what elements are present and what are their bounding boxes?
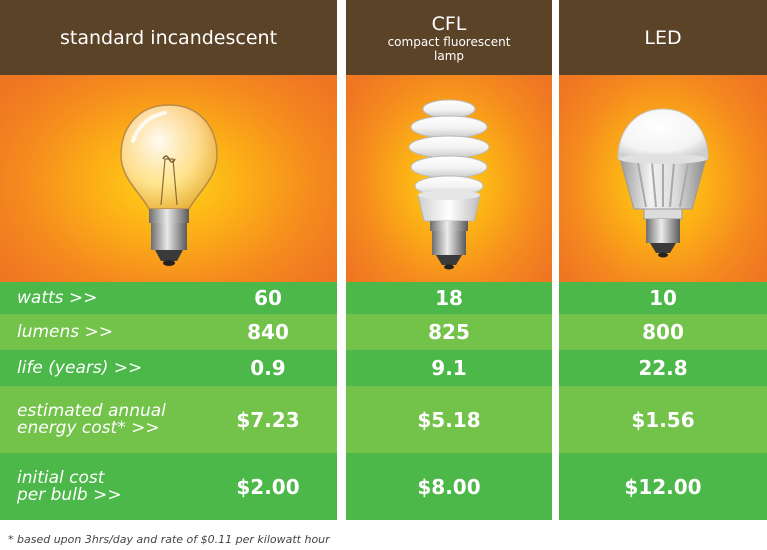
value-cell: 60 [254,286,282,310]
row-label-line: energy cost* >> [17,417,160,438]
value-cell: 22.8 [638,356,688,380]
row-lumens: 800 [559,314,767,350]
row-initial-cost: $12.00 [559,453,767,520]
value-cell: $8.00 [417,474,481,499]
value-cell: $12.00 [624,474,702,499]
value-cell: $2.00 [236,474,300,499]
incandescent-bulb-icon [119,104,218,266]
bulb-image-area [559,75,767,282]
row-life: 9.1 [346,350,552,386]
column-header: standard incandescent [0,0,337,75]
row-initial-cost: initial cost per bulb >> $2.00 [0,453,337,520]
row-initial-cost: $8.00 [346,453,552,520]
row-lumens: 825 [346,314,552,350]
column-header: LED [559,0,767,75]
row-label-line: initial cost [17,467,105,488]
row-annual-cost: $1.56 [559,386,767,453]
row-watts: 18 [346,282,552,314]
column-header: CFL compact fluorescent lamp [346,0,552,75]
footnote: * based upon 3hrs/day and rate of $0.11 … [8,533,330,546]
column-led: LED [559,0,767,520]
column-title: LED [644,26,682,49]
led-bulb-icon [617,108,709,258]
value-cell: 0.9 [250,356,286,380]
row-label: lumens >> [17,321,114,342]
column-incandescent: standard incandescent [0,0,337,520]
cfl-bulb-icon [408,99,490,270]
column-cfl: CFL compact fluorescent lamp [346,0,552,520]
value-cell: 840 [247,320,289,344]
bulb-image-area [346,75,552,282]
value-cell: $5.18 [417,407,481,432]
bulb-image-area [0,75,337,282]
row-label-line: estimated annual [17,400,166,421]
row-label-line: per bulb >> [17,484,122,505]
row-watts: 10 [559,282,767,314]
row-label: life (years) >> [17,357,143,378]
column-title: CFL [431,12,467,35]
value-cell: 800 [642,320,684,344]
value-cell: 9.1 [431,356,467,380]
value-cell: 825 [428,320,470,344]
row-label: initial cost per bulb >> [17,453,217,520]
value-cell: 18 [435,286,463,310]
row-life: 22.8 [559,350,767,386]
row-life: life (years) >> 0.9 [0,350,337,386]
row-label: watts >> [17,287,98,308]
row-label: estimated annual energy cost* >> [17,386,217,453]
value-cell: $7.23 [236,407,300,432]
row-annual-cost: $5.18 [346,386,552,453]
column-subtitle: compact fluorescent lamp [387,34,511,63]
row-lumens: lumens >> 840 [0,314,337,350]
value-cell: 10 [649,286,677,310]
value-cell: $1.56 [631,407,695,432]
row-watts: watts >> 60 [0,282,337,314]
column-title: standard incandescent [59,26,278,49]
row-annual-cost: estimated annual energy cost* >> $7.23 [0,386,337,453]
